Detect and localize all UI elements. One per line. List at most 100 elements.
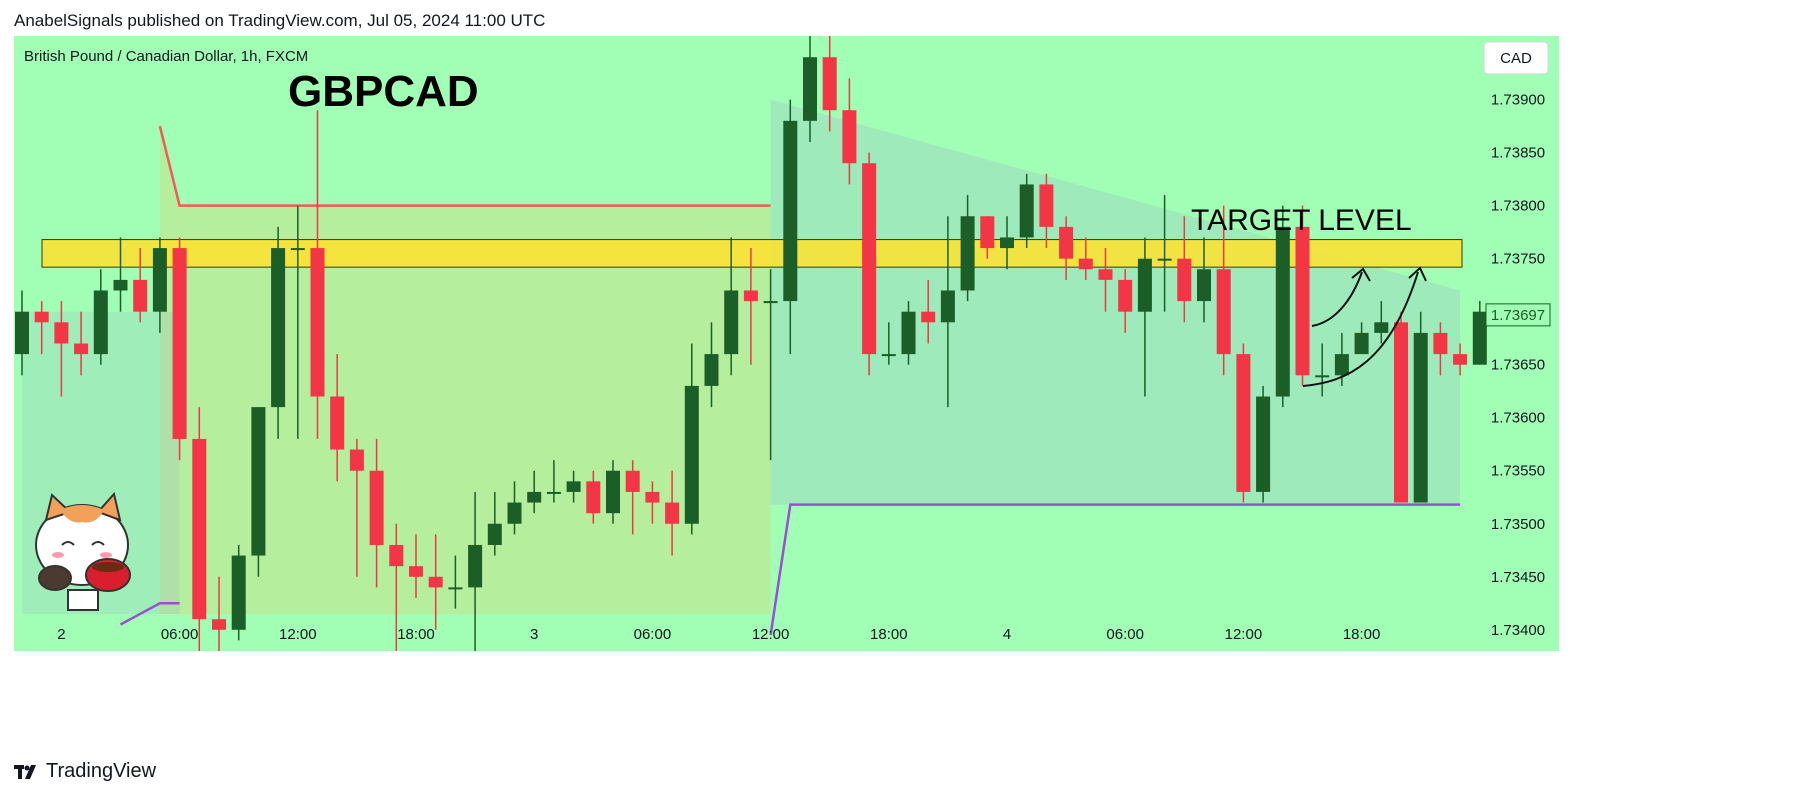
candle-body bbox=[507, 502, 522, 524]
candle-body bbox=[606, 470, 620, 514]
candle bbox=[310, 110, 325, 439]
candle-body bbox=[1433, 332, 1448, 355]
candle bbox=[15, 290, 29, 376]
candle bbox=[566, 470, 581, 503]
candle bbox=[330, 354, 345, 482]
time-tick-label: 4 bbox=[1003, 626, 1011, 643]
lower-range-line-right bbox=[769, 503, 1461, 636]
candle-body bbox=[1453, 354, 1468, 365]
candle-body bbox=[783, 120, 798, 302]
candle bbox=[290, 205, 305, 439]
candle-body bbox=[1157, 258, 1172, 261]
price-tick-label: 1.73750 bbox=[1491, 251, 1545, 268]
candle-body bbox=[231, 555, 246, 630]
candle-body bbox=[645, 491, 660, 503]
candle bbox=[803, 36, 817, 143]
candle bbox=[763, 269, 778, 461]
candle-body bbox=[152, 248, 167, 312]
candle-body bbox=[862, 163, 877, 355]
chart-title: GBPCAD bbox=[288, 67, 479, 116]
candle bbox=[1236, 343, 1251, 503]
candle bbox=[1118, 269, 1133, 333]
candle-body bbox=[212, 619, 226, 630]
candle-body bbox=[251, 407, 266, 556]
candle-body bbox=[1236, 354, 1251, 492]
time-tick-label: 12:00 bbox=[279, 626, 317, 643]
candle-body bbox=[665, 502, 680, 524]
candle-body bbox=[1334, 354, 1349, 376]
candle bbox=[1472, 301, 1487, 365]
candle bbox=[251, 407, 266, 577]
time-axis-ticks: 2 06:00 12:00 18:00 3 06:00 12:00 18:00 4 06:00 12… bbox=[57, 626, 1380, 643]
candle bbox=[1315, 343, 1330, 397]
candle-body bbox=[1039, 184, 1054, 227]
candle-body bbox=[290, 248, 305, 251]
candle bbox=[704, 322, 719, 408]
time-tick-label: 18:00 bbox=[397, 626, 435, 643]
candle bbox=[507, 481, 522, 535]
time-tick-label: 18:00 bbox=[1343, 626, 1381, 643]
candle-body bbox=[369, 470, 384, 545]
target-level-label: TARGET LEVEL bbox=[1191, 204, 1412, 237]
candle bbox=[152, 237, 167, 333]
candle-body bbox=[586, 481, 601, 514]
candle-body bbox=[172, 248, 187, 439]
candle bbox=[231, 544, 246, 641]
candle bbox=[665, 470, 680, 556]
price-tick-label: 1.73550 bbox=[1491, 463, 1545, 480]
currency-button[interactable]: CAD bbox=[1483, 41, 1549, 75]
candle-body bbox=[684, 385, 699, 524]
candle-body bbox=[448, 587, 463, 590]
candle bbox=[1039, 173, 1054, 249]
candle-body bbox=[34, 311, 49, 323]
publish-caption: AnabelSignals published on TradingView.c… bbox=[14, 11, 546, 30]
candle bbox=[212, 576, 226, 651]
candle-body bbox=[1000, 237, 1014, 249]
candle bbox=[921, 279, 936, 344]
candle-body bbox=[1216, 269, 1231, 355]
candle-body bbox=[763, 301, 778, 304]
candle bbox=[428, 534, 443, 630]
tradingview-logo[interactable]: TradingView bbox=[14, 760, 156, 783]
candle bbox=[192, 407, 207, 651]
candle-body bbox=[1137, 258, 1152, 312]
price-tick-label: 1.73600 bbox=[1491, 410, 1545, 427]
candle-body bbox=[1413, 332, 1428, 503]
candle-body bbox=[1315, 375, 1330, 378]
candle-body bbox=[330, 396, 345, 450]
candle-body bbox=[881, 354, 896, 357]
candle-body bbox=[1078, 258, 1093, 270]
time-tick-label: 2 bbox=[57, 626, 65, 643]
price-tick-label: 1.73900 bbox=[1491, 92, 1545, 109]
candle-body bbox=[1059, 226, 1074, 259]
candle bbox=[822, 36, 837, 132]
candle-body bbox=[133, 279, 148, 312]
candle bbox=[1295, 205, 1310, 386]
projection-arrows bbox=[1302, 266, 1427, 387]
price-tick-label: 1.73800 bbox=[1491, 198, 1545, 215]
candle-body bbox=[74, 343, 89, 355]
candle bbox=[586, 470, 601, 524]
candle bbox=[743, 248, 758, 365]
candle bbox=[645, 481, 660, 524]
candle bbox=[172, 237, 187, 461]
candle bbox=[468, 491, 483, 651]
candle bbox=[1019, 173, 1034, 249]
time-tick-label: 06:00 bbox=[634, 626, 672, 643]
candle bbox=[487, 491, 502, 556]
candle bbox=[409, 534, 423, 598]
upper-range-line bbox=[158, 125, 771, 207]
candle-body bbox=[566, 481, 581, 492]
time-tick-label: 12:00 bbox=[752, 626, 790, 643]
candlesticks bbox=[15, 36, 1487, 651]
candle bbox=[625, 460, 640, 535]
candle bbox=[1275, 205, 1290, 408]
candle-body bbox=[1118, 279, 1133, 312]
candle bbox=[1137, 237, 1152, 397]
candle-body bbox=[940, 290, 955, 323]
candle-body bbox=[192, 438, 207, 620]
candle bbox=[1000, 216, 1014, 270]
candle-body bbox=[1472, 311, 1487, 365]
last-price-marker: 1.73697 bbox=[1485, 303, 1551, 327]
